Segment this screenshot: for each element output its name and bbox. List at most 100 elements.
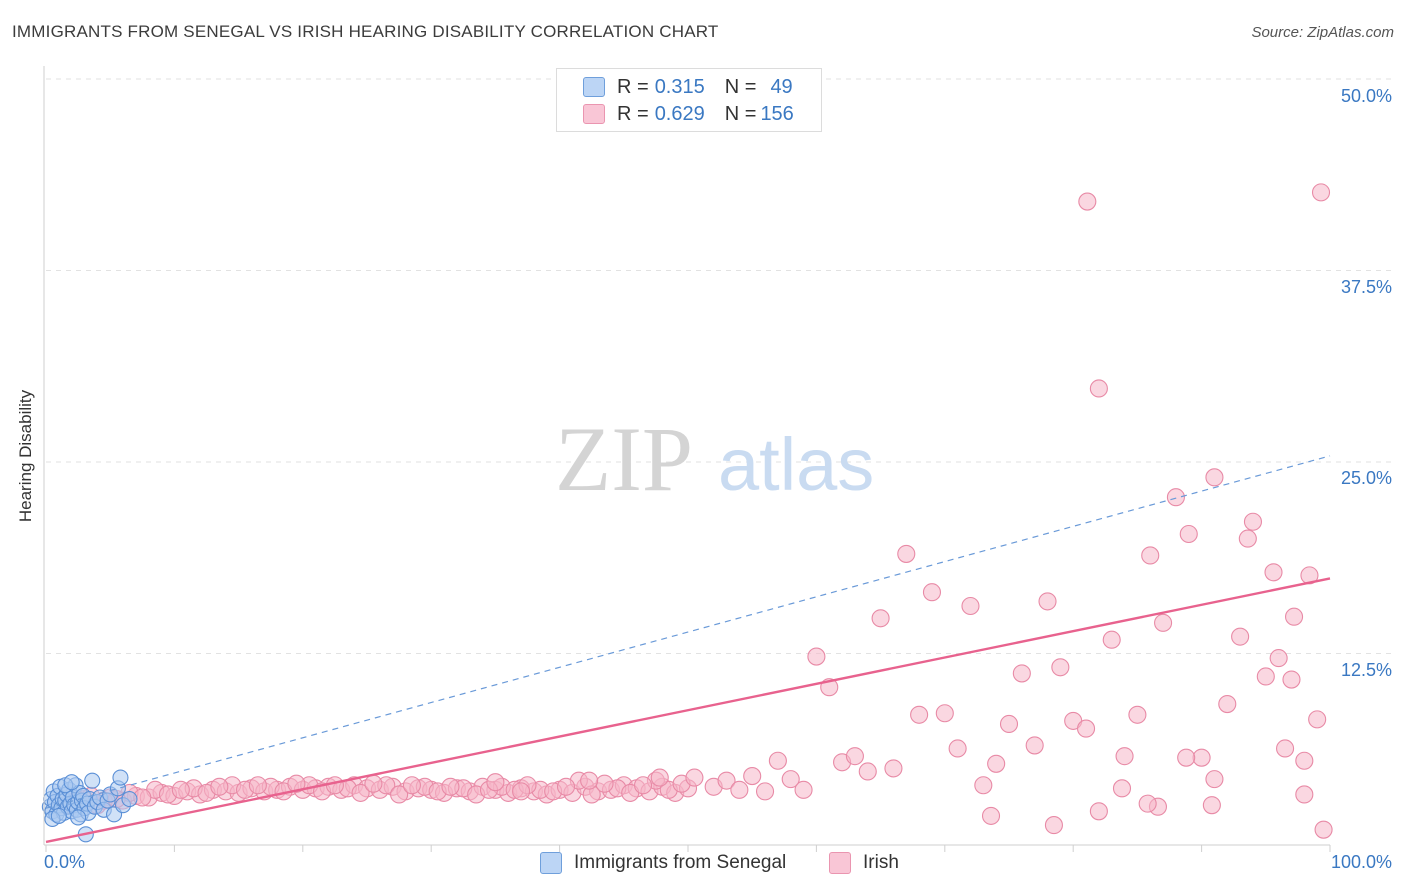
irish-point bbox=[1051, 658, 1070, 677]
senegal-point bbox=[112, 769, 129, 786]
irish-point bbox=[1128, 705, 1147, 724]
irish-point bbox=[1012, 664, 1031, 683]
irish-point bbox=[248, 776, 267, 795]
legend-r-label: R = bbox=[617, 102, 649, 125]
irish-point bbox=[807, 647, 826, 666]
irish-point bbox=[845, 747, 864, 766]
irish-point bbox=[1115, 747, 1134, 766]
irish-point bbox=[1102, 630, 1121, 649]
y-tick-37-5: 37.5% bbox=[1340, 277, 1392, 297]
irish-point bbox=[935, 704, 954, 723]
irish-point bbox=[1269, 649, 1288, 668]
watermark-zip: ZIP bbox=[555, 408, 693, 510]
legend-n-label: N = bbox=[724, 75, 757, 98]
irish-point bbox=[755, 782, 775, 801]
irish-point bbox=[556, 777, 576, 796]
irish-point bbox=[1025, 736, 1044, 755]
senegal-point bbox=[121, 790, 138, 808]
legend-swatch-blue bbox=[583, 77, 605, 97]
irish-point bbox=[1308, 710, 1327, 729]
irish-point bbox=[486, 773, 505, 792]
irish-point bbox=[730, 780, 749, 799]
irish-point bbox=[1205, 770, 1224, 789]
legend-r-label: R = bbox=[617, 75, 649, 98]
irish-point bbox=[580, 771, 599, 790]
irish-point bbox=[325, 776, 344, 795]
irish-point bbox=[768, 751, 787, 770]
irish-point bbox=[1231, 627, 1250, 646]
irish-point bbox=[1141, 546, 1160, 565]
irish-point bbox=[171, 780, 190, 799]
irish-point bbox=[981, 806, 1001, 825]
irish-point bbox=[1311, 183, 1331, 202]
irish-point bbox=[974, 776, 993, 795]
irish-point bbox=[897, 544, 916, 563]
legend-row-senegal: R = 0.315 N = 49 bbox=[583, 75, 793, 99]
legend-swatch-blue bbox=[540, 852, 562, 874]
legend-item-irish: Irish bbox=[829, 852, 899, 874]
irish-point bbox=[1295, 785, 1314, 804]
irish-point bbox=[685, 768, 704, 787]
irish-point bbox=[1166, 488, 1185, 507]
irish-point bbox=[1044, 816, 1063, 835]
legend-row-irish: R = 0.629 N = 156 bbox=[583, 102, 794, 126]
irish-point bbox=[1202, 796, 1221, 815]
senegal-point bbox=[50, 807, 67, 824]
irish-point bbox=[1038, 592, 1057, 611]
legend-swatch-pink bbox=[583, 104, 605, 124]
irish-point bbox=[1154, 613, 1173, 632]
irish-point bbox=[287, 774, 306, 793]
x-tick-max: 100.0% bbox=[1330, 852, 1392, 872]
irish-point bbox=[794, 780, 813, 799]
legend-n-value: 49 bbox=[770, 75, 793, 98]
irish-point bbox=[402, 776, 421, 795]
legend-n-value: 156 bbox=[760, 102, 794, 125]
irish-point bbox=[1205, 468, 1224, 487]
irish-point bbox=[1243, 512, 1263, 531]
irish-point bbox=[743, 767, 762, 786]
irish-point bbox=[650, 768, 669, 787]
irish-point bbox=[961, 596, 980, 616]
watermark: ZIP atlas bbox=[555, 408, 874, 510]
legend-label-irish: Irish bbox=[863, 852, 899, 873]
irish-point bbox=[1276, 739, 1295, 758]
irish-point bbox=[948, 739, 967, 758]
senegal-point bbox=[70, 809, 87, 826]
irish-point bbox=[1282, 670, 1301, 689]
irish-point bbox=[441, 777, 460, 796]
irish-point bbox=[1076, 719, 1096, 738]
irish-point bbox=[1089, 379, 1108, 398]
irish-point bbox=[987, 754, 1006, 773]
irish-point bbox=[210, 777, 229, 796]
legend-r-value: 0.315 bbox=[654, 75, 705, 98]
irish-point bbox=[1138, 794, 1157, 813]
irish-point bbox=[364, 774, 383, 793]
irish-point bbox=[512, 782, 531, 801]
irish-point bbox=[1295, 751, 1314, 770]
irish-point bbox=[1089, 802, 1108, 821]
irish-point bbox=[1264, 563, 1283, 582]
irish-point bbox=[1284, 607, 1304, 626]
irish-point bbox=[910, 705, 929, 724]
irish-point bbox=[1238, 529, 1257, 548]
irish-trendline bbox=[45, 577, 1331, 844]
irish-point bbox=[884, 759, 903, 778]
x-tick-min: 0.0% bbox=[44, 852, 86, 872]
legend-item-senegal: Immigrants from Senegal bbox=[540, 852, 786, 874]
legend-n-label: N = bbox=[724, 102, 757, 125]
irish-point bbox=[1112, 779, 1132, 798]
irish-point bbox=[871, 609, 890, 628]
y-tick-25: 25.0% bbox=[1340, 468, 1392, 488]
irish-point bbox=[595, 774, 614, 793]
irish-point bbox=[999, 714, 1019, 734]
senegal-point bbox=[63, 774, 80, 791]
correlation-legend: R = 0.315 N = 49 R = 0.629 N = 156 bbox=[556, 68, 822, 132]
y-tick-50: 50.0% bbox=[1340, 86, 1392, 106]
y-tick-12-5: 12.5% bbox=[1340, 660, 1392, 680]
irish-point bbox=[634, 776, 653, 795]
irish-point bbox=[717, 771, 736, 790]
irish-point bbox=[781, 770, 800, 789]
irish-point bbox=[1218, 695, 1237, 714]
axes bbox=[43, 66, 1331, 852]
